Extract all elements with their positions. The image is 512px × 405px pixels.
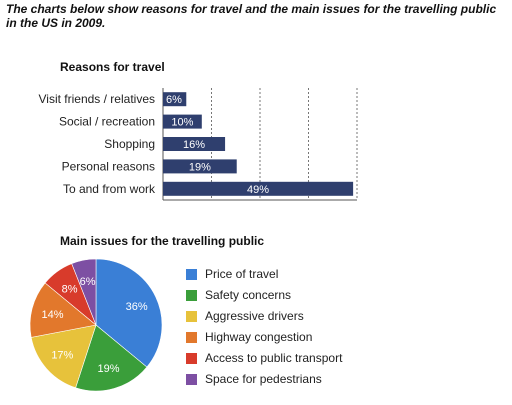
- legend-label: Safety concerns: [205, 288, 292, 302]
- bar-category-label: Personal reasons: [62, 159, 155, 173]
- bar-data-label: 49%: [247, 184, 269, 196]
- bar-category-label: Visit friends / relatives: [39, 92, 156, 106]
- bar-category-label: Shopping: [104, 137, 155, 151]
- legend-swatch: [186, 373, 197, 385]
- legend-swatch: [186, 352, 197, 364]
- bar-chart-title: Reasons for travel: [60, 60, 165, 74]
- bar-category-label: Social / recreation: [59, 115, 155, 129]
- pie-slice-label: 6%: [80, 276, 96, 288]
- bar-data-label: 10%: [171, 117, 193, 129]
- legend-swatch: [186, 331, 197, 343]
- pie-slice-label: 17%: [51, 350, 73, 362]
- bar-data-label: 19%: [189, 161, 211, 173]
- legend-item: Price of travel: [186, 265, 278, 283]
- pie-slice-label: 14%: [42, 309, 64, 321]
- bar: [163, 137, 226, 151]
- legend-swatch: [186, 310, 197, 322]
- pie-slice: [75, 324, 148, 392]
- bar: [163, 159, 237, 174]
- legend-swatch: [186, 268, 197, 280]
- pie-slice: [29, 282, 97, 338]
- bar: [163, 181, 354, 196]
- pie-slice: [30, 324, 97, 389]
- legend-item: Space for pedestrians: [186, 370, 322, 388]
- legend-item: Safety concerns: [186, 286, 291, 304]
- pie-slice: [71, 258, 97, 326]
- legend-item: Aggressive drivers: [186, 307, 304, 325]
- legend-label: Aggressive drivers: [205, 309, 304, 323]
- legend-label: Price of travel: [205, 267, 279, 281]
- legend-label: Access to public transport: [205, 351, 343, 365]
- page-title: The charts below show reasons for travel…: [6, 2, 497, 30]
- bar: [163, 114, 202, 129]
- legend-item: Access to public transport: [186, 349, 342, 367]
- pie-chart-title: Main issues for the travelling public: [60, 234, 265, 248]
- bar-category-label: To and from work: [63, 182, 156, 196]
- legend-label: Highway congestion: [205, 330, 313, 344]
- bar: [163, 92, 187, 107]
- pie-slice: [95, 258, 163, 368]
- bar-data-label: 16%: [183, 139, 205, 151]
- pie-slice-label: 36%: [126, 301, 148, 313]
- legend-item: Highway congestion: [186, 328, 312, 346]
- legend-swatch: [186, 289, 197, 301]
- pie-slice-label: 8%: [62, 284, 78, 296]
- bar-data-label: 6%: [166, 94, 182, 106]
- pie-slice-label: 19%: [98, 363, 120, 375]
- legend-label: Space for pedestrians: [205, 372, 322, 386]
